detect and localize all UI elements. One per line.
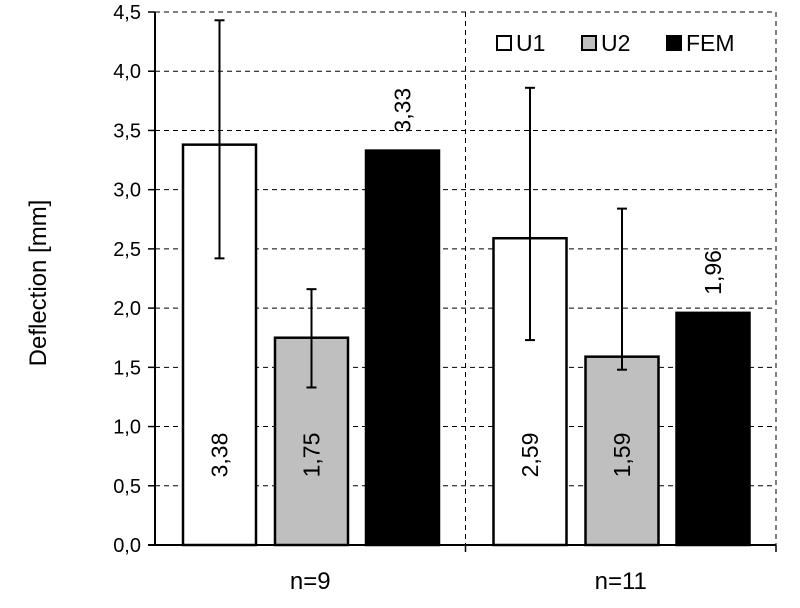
legend-swatch-u2 (581, 35, 597, 51)
y-tick-label: 0,5 (113, 476, 141, 498)
y-tick-label: 1,5 (113, 357, 141, 379)
bars (181, 143, 751, 547)
data-label: 3,38 (207, 433, 233, 478)
y-tick-label: 4,5 (113, 2, 141, 24)
legend-label-u2: U2 (601, 30, 630, 56)
axes (148, 11, 777, 552)
y-tick-label: 3,0 (113, 180, 141, 202)
data-label: 1,96 (700, 250, 726, 295)
tick-labels: 0,0 0,5 1,0 1,5 2,0 2,5 3,0 3,5 4,0 4,5 n=9 n=11 (113, 2, 647, 595)
grid (155, 11, 777, 545)
y-tick-label: 1,0 (113, 417, 141, 439)
bar-u2-1 (584, 355, 660, 547)
data-label: 1,75 (299, 433, 325, 478)
legend-label-fem: FEM (686, 30, 735, 56)
y-tick-label: 3,5 (113, 120, 141, 142)
x-category-label: n=11 (595, 568, 647, 595)
y-tick-label: 2,0 (113, 298, 141, 320)
data-label: 3,33 (390, 88, 416, 133)
error-bars (214, 19, 627, 389)
bar-fem-1 (675, 311, 751, 547)
y-tick-label: 0,0 (113, 535, 141, 557)
legend-swatch-u1 (496, 35, 512, 51)
y-tick-label: 2,5 (113, 239, 141, 261)
legend: U1 U2 FEM (496, 30, 735, 56)
data-label: 2,59 (517, 433, 543, 478)
x-category-label: n=9 (290, 568, 331, 595)
y-axis-label: Deflection [mm] (25, 200, 52, 367)
legend-swatch-fem (666, 35, 682, 51)
data-labels: 3,38 2,59 1,75 1,59 3,33 1,96 (207, 88, 727, 478)
bar-fem-0 (364, 149, 441, 547)
data-label: 1,59 (609, 433, 635, 478)
legend-label-u1: U1 (516, 30, 545, 56)
y-tick-label: 4,0 (113, 61, 141, 83)
